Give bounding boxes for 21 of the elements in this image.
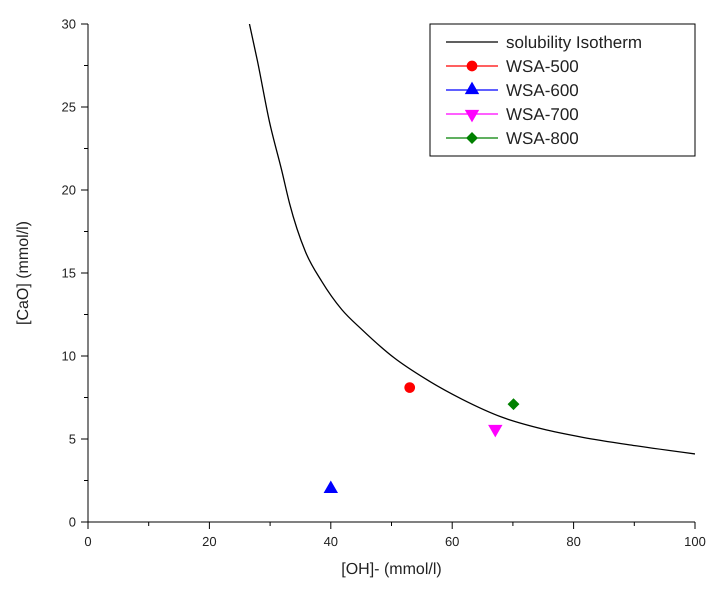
x-tick-label: 40 — [324, 534, 338, 549]
y-tick-label: 30 — [62, 16, 76, 32]
legend-label: WSA-600 — [506, 81, 579, 100]
y-axis-title: [CaO] (mmol/l) — [15, 221, 32, 325]
legend-label: WSA-700 — [506, 105, 579, 124]
line-series — [248, 24, 695, 455]
legend-label: WSA-800 — [506, 129, 579, 148]
x-tick-label: 80 — [566, 534, 581, 549]
y-tick-label: 10 — [62, 348, 76, 364]
x-tick-label: 20 — [202, 534, 217, 549]
x-tick-label: 100 — [684, 534, 706, 549]
x-tick-label: 0 — [84, 534, 92, 549]
x-axis-title: [OH]- (mmol/l) — [341, 561, 442, 578]
y-tick-label: 20 — [62, 182, 76, 198]
legend-label: WSA-500 — [506, 57, 579, 76]
y-tick-label: 15 — [62, 266, 76, 280]
y-tick-label: 5 — [68, 432, 76, 446]
x-tick-label: 60 — [444, 534, 460, 549]
y-tick-label: 25 — [62, 100, 76, 114]
y-tick-label: 0 — [68, 514, 76, 530]
legend-label: solubility Isotherm — [506, 33, 642, 52]
